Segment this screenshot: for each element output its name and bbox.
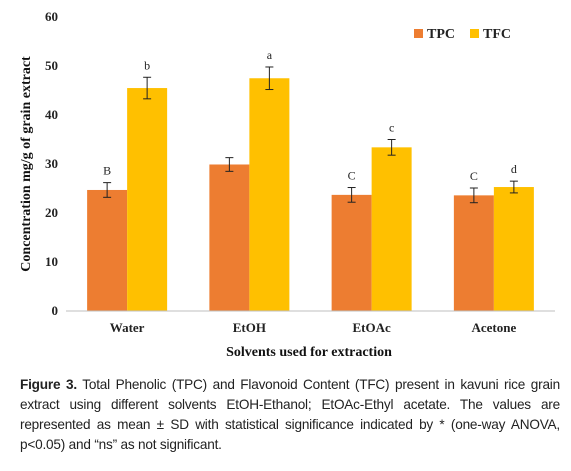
bar-tpc-etoac <box>331 194 372 311</box>
legend-swatch-tpc <box>414 29 423 38</box>
significance-label: b <box>144 58 150 72</box>
legend: TPC TFC <box>414 27 511 42</box>
legend-swatch-tfc <box>470 29 479 38</box>
y-tick-label: 50 <box>45 58 58 73</box>
bar-tfc-acetone <box>493 187 534 311</box>
bar-chart: 0 10 20 30 40 50 60 Bb a Cc C d Water EtOH EtOAc Acet… <box>19 9 555 360</box>
category-label-etoac: EtOAc <box>352 320 391 335</box>
y-tick-label: 20 <box>45 205 58 220</box>
y-tick-label: 40 <box>45 107 58 122</box>
bar-tfc-etoac <box>371 147 412 311</box>
bar-tfc-etoh <box>249 78 290 311</box>
y-tick-label: 60 <box>45 9 58 24</box>
category-label-acetone: Acetone <box>471 320 516 335</box>
significance-label: C <box>348 169 356 183</box>
bar-groups: Bb a Cc C d <box>87 48 534 311</box>
legend-label-tfc: TFC <box>483 27 511 42</box>
y-axis-title: Concentration mg/g of grain extract <box>19 56 34 272</box>
significance-label: B <box>103 164 111 178</box>
significance-label: c <box>389 121 394 135</box>
bar-tpc-water <box>87 189 128 311</box>
bar-tfc-water <box>127 88 168 311</box>
category-label-water: Water <box>110 320 145 335</box>
y-axis-ticks: 0 10 20 30 40 50 60 <box>45 9 58 318</box>
x-axis-categories: Water EtOH EtOAc Acetone <box>110 320 517 335</box>
category-label-etoh: EtOH <box>233 320 266 335</box>
significance-label: C <box>470 169 478 183</box>
caption-label: Figure 3. <box>20 377 77 392</box>
y-tick-label: 0 <box>52 303 59 318</box>
y-tick-label: 10 <box>45 254 58 269</box>
significance-label: a <box>267 48 273 62</box>
bar-tpc-acetone <box>453 195 494 311</box>
x-axis-title: Solvents used for extraction <box>226 345 392 360</box>
figure-caption: Figure 3. Total Phenolic (TPC) and Flavo… <box>20 375 560 455</box>
caption-text: Total Phenolic (TPC) and Flavonoid Conte… <box>20 377 560 452</box>
legend-label-tpc: TPC <box>427 27 455 42</box>
significance-label: d <box>511 162 517 176</box>
y-tick-label: 30 <box>45 156 58 171</box>
bar-tpc-etoh <box>209 164 250 311</box>
